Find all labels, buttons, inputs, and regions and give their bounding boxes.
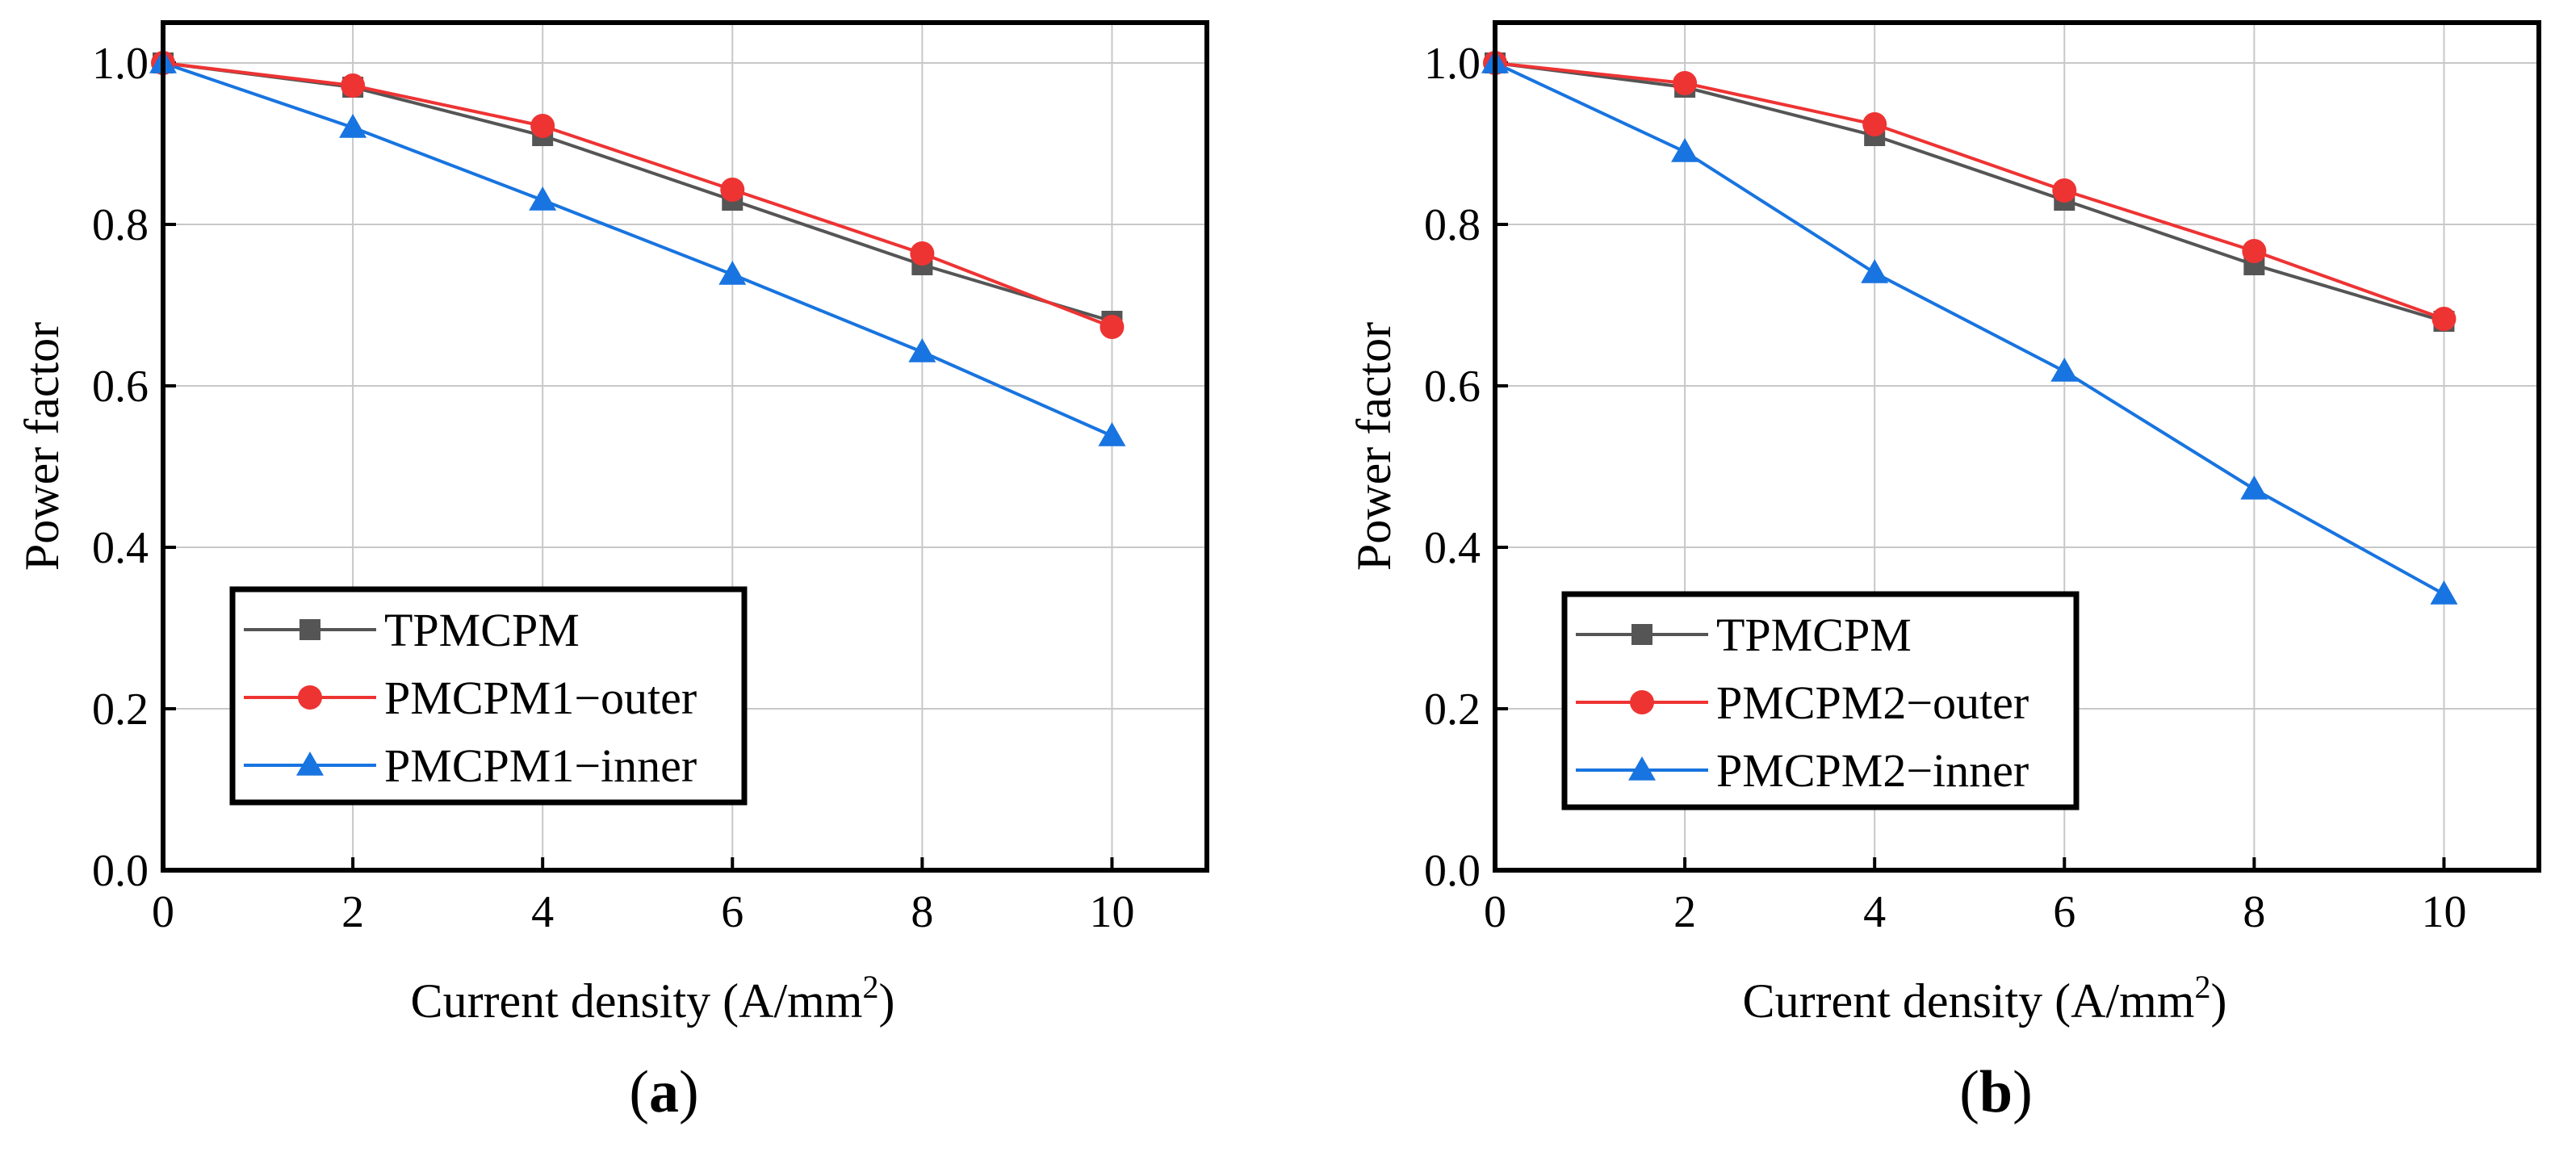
y-tick-label: 0.6	[92, 362, 149, 412]
data-point-circle	[2431, 307, 2457, 331]
y-tick-label: 0.8	[1424, 200, 1481, 250]
panel-label-close: )	[679, 1059, 699, 1125]
data-point-circle	[910, 241, 935, 266]
panel-label-open: (	[1959, 1059, 1979, 1125]
legend-label: TPMCPM	[384, 604, 580, 656]
y-tick-label: 0.8	[92, 200, 149, 250]
x-tick-label: 8	[2243, 887, 2265, 937]
x-axis-label-superscript: 2	[2194, 969, 2210, 1005]
x-tick-label: 6	[2053, 887, 2075, 937]
y-tick-label: 1.0	[1424, 39, 1481, 89]
x-axis-label-text: Current density (A/mm	[411, 974, 863, 1028]
panel-label-open: (	[629, 1059, 649, 1125]
legend-marker-circle	[298, 685, 322, 710]
y-tick-label: 0.6	[1424, 362, 1481, 412]
y-tick-label: 0.4	[92, 523, 149, 573]
x-axis-label: Current density (A/mm2)	[1743, 969, 2227, 1028]
data-point-triangle	[718, 261, 747, 285]
data-point-circle	[1673, 71, 1698, 95]
x-axis-label-end: )	[2210, 974, 2226, 1028]
panel-label: (a)	[629, 1059, 698, 1125]
x-tick-label: 4	[1863, 887, 1886, 937]
legend-marker-square	[299, 619, 320, 640]
data-point-circle	[720, 178, 745, 202]
data-point-circle	[1862, 112, 1887, 136]
y-tick-label: 0.0	[92, 846, 149, 896]
y-tick-label: 0.4	[1424, 523, 1481, 573]
data-point-triangle	[1098, 422, 1126, 446]
data-point-circle	[2242, 239, 2267, 263]
series-line-1	[162, 61, 1113, 329]
data-point-triangle	[908, 338, 936, 362]
data-point-triangle	[1671, 138, 1699, 162]
data-point-triangle	[529, 186, 557, 211]
panel-label-letter: b	[1979, 1059, 2013, 1125]
data-point-triangle	[339, 114, 367, 138]
x-tick-label: 10	[2421, 887, 2466, 937]
y-tick-label: 1.0	[92, 39, 149, 89]
legend: TPMCPM PMCPM2−outer PMCPM2−inner	[1561, 591, 2080, 810]
series-line-0	[162, 61, 1113, 323]
data-point-circle	[1100, 315, 1125, 339]
data-point-circle	[530, 114, 555, 138]
data-point-circle	[2052, 178, 2077, 203]
x-tick-label: 2	[341, 887, 364, 937]
x-tick-label: 0	[152, 887, 174, 937]
x-tick-label: 4	[531, 887, 554, 937]
data-point-triangle	[2050, 358, 2079, 382]
legend-label: PMCPM2−inner	[1716, 744, 2029, 797]
x-tick-label: 8	[911, 887, 933, 937]
x-axis-label-superscript: 2	[862, 969, 878, 1005]
panel-label-close: )	[2013, 1059, 2033, 1125]
plot-frame	[1493, 20, 2541, 873]
x-tick-label: 2	[1673, 887, 1696, 937]
legend-label: PMCPM1−inner	[384, 739, 697, 792]
legend: TPMCPM PMCPM1−outer PMCPM1−inner	[229, 586, 748, 806]
y-axis-label: Power factor	[15, 322, 69, 571]
x-tick-label: 10	[1089, 887, 1134, 937]
panel-label-letter: a	[649, 1059, 679, 1125]
plot-frame	[161, 20, 1209, 873]
legend-marker-triangle	[296, 752, 324, 776]
series-line-2	[1494, 61, 2445, 596]
data-point-circle	[341, 73, 366, 98]
chart-panel-b: 0 2 4 6 8 10 0.0 0.2 0.4 0.6 0.8 1.0 TPMCPM PMCPM2−ou…	[1347, 20, 2541, 1125]
panel-label: (b)	[1959, 1059, 2032, 1125]
series-line-0	[1494, 61, 2445, 323]
x-tick-label: 6	[721, 887, 743, 937]
y-tick-label: 0.2	[92, 685, 149, 735]
y-tick-label: 0.0	[1424, 846, 1481, 896]
x-tick-label: 0	[1484, 887, 1506, 937]
legend-marker-square	[1631, 624, 1652, 645]
y-axis-label: Power factor	[1347, 322, 1401, 571]
legend-label: TPMCPM	[1716, 609, 1912, 661]
x-axis-label: Current density (A/mm2)	[411, 969, 895, 1028]
legend-label: PMCPM1−outer	[384, 672, 697, 724]
series-line-1	[1494, 61, 2445, 320]
data-point-triangle	[1861, 259, 1889, 283]
data-point-triangle	[2240, 475, 2268, 500]
data-point-triangle	[2430, 580, 2458, 605]
legend-marker-circle	[1630, 690, 1654, 714]
x-axis-label-end: )	[878, 974, 894, 1028]
chart-panel-a: 0 2 4 6 8 10 0.0 0.2 0.4 0.6 0.8 1.0 TPMCPM PMCPM1−ou…	[15, 20, 1209, 1125]
y-tick-label: 0.2	[1424, 685, 1481, 735]
x-axis-label-text: Current density (A/mm	[1743, 974, 2195, 1028]
legend-label: PMCPM2−outer	[1716, 676, 2029, 729]
series-line-2	[162, 61, 1113, 438]
legend-marker-triangle	[1628, 756, 1656, 781]
